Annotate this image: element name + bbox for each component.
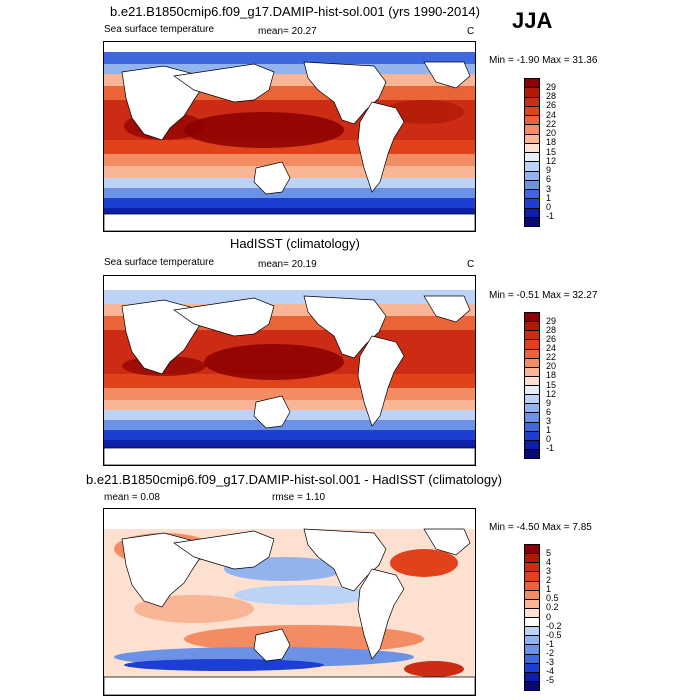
panel-3-map bbox=[103, 508, 476, 696]
panel-1-mean: mean= 20.27 bbox=[258, 26, 317, 37]
colorbar-label: -0.2 bbox=[546, 620, 562, 631]
colorbar-label: 22 bbox=[546, 118, 557, 129]
colorbar-label: 4 bbox=[546, 556, 552, 567]
panel-1-units: C bbox=[467, 26, 475, 37]
colorbar-label: -3 bbox=[546, 657, 555, 668]
panel-1-minmax: Min = -1.90 Max = 31.36 bbox=[489, 55, 598, 66]
panel-3-colorbar: 5 4 3 2 1 0.5 0.2 0 -0.2 -0.5 -1 -2 -3 -4 -5 bbox=[524, 544, 562, 691]
colorbar-cell bbox=[524, 448, 540, 459]
colorbar-label: 0 bbox=[546, 434, 552, 445]
panel-2-title: HadISST (climatology) bbox=[230, 236, 360, 251]
colorbar-label: 5 bbox=[546, 547, 552, 558]
colorbar-cell bbox=[524, 680, 540, 691]
colorbar-label: 18 bbox=[546, 137, 557, 148]
colorbar-label: 9 bbox=[546, 165, 552, 175]
panel-2-map-svg bbox=[104, 276, 475, 465]
colorbar-label: 20 bbox=[546, 361, 557, 372]
colorbar-label: 24 bbox=[546, 109, 557, 120]
panel-2-minmax: Min = -0.51 Max = 32.27 bbox=[489, 290, 598, 301]
colorbar-label: 6 bbox=[546, 406, 552, 417]
colorbar-label: 6 bbox=[546, 174, 552, 185]
panel-3-minmax: Min = -4.50 Max = 7.85 bbox=[489, 522, 592, 533]
panel-2-variable: Sea surface temperature bbox=[104, 257, 215, 268]
colorbar-label: 24 bbox=[546, 343, 557, 353]
colorbar-label: -1 bbox=[546, 443, 555, 454]
colorbar-label: 3 bbox=[546, 183, 552, 194]
colorbar-label: 1 bbox=[546, 192, 552, 203]
colorbar-label: 26 bbox=[546, 333, 557, 344]
colorbar-label: 0.5 bbox=[546, 593, 559, 604]
colorbar-label: -0.5 bbox=[546, 629, 562, 640]
colorbar-label: 15 bbox=[546, 146, 557, 157]
colorbar-label: -1 bbox=[546, 638, 555, 649]
panel-1-title: b.e21.B1850cmip6.f09_g17.DAMIP-hist-sol.… bbox=[110, 4, 480, 19]
colorbar-label: 0 bbox=[546, 202, 552, 212]
panel-2-units: C bbox=[467, 259, 475, 270]
colorbar-label: 29 bbox=[546, 315, 557, 326]
colorbar-label: 12 bbox=[546, 388, 557, 399]
colorbar-label: 9 bbox=[546, 397, 552, 408]
panel-3-rmse: rmse = 1.10 bbox=[272, 492, 326, 503]
panel-3-map-svg bbox=[104, 509, 475, 695]
colorbar-label: -5 bbox=[546, 675, 555, 686]
colorbar-label: -1 bbox=[546, 211, 555, 222]
colorbar-label: 18 bbox=[546, 370, 557, 381]
colorbar-label: 15 bbox=[546, 379, 557, 390]
colorbar-label: 3 bbox=[546, 416, 552, 426]
colorbar-label: 26 bbox=[546, 100, 557, 111]
colorbar-label: 20 bbox=[546, 128, 557, 138]
panel-1-map bbox=[103, 41, 476, 232]
colorbar-cell bbox=[524, 216, 540, 227]
colorbar-label: 22 bbox=[546, 352, 557, 363]
colorbar-label: 12 bbox=[546, 155, 557, 166]
colorbar-label: 29 bbox=[546, 81, 557, 92]
colorbar-label: 28 bbox=[546, 91, 557, 101]
colorbar-label: 28 bbox=[546, 324, 557, 335]
colorbar-label: 0 bbox=[546, 611, 552, 622]
colorbar-label: 3 bbox=[546, 565, 552, 576]
panel-3-mean: mean = 0.08 bbox=[104, 492, 160, 503]
panel-2-map bbox=[103, 275, 476, 466]
panel-3-title: b.e21.B1850cmip6.f09_g17.DAMIP-hist-sol.… bbox=[86, 472, 502, 487]
panel-1-colorbar: 29 28 26 24 22 20 18 15 12 9 6 3 1 0 -1 bbox=[524, 78, 556, 227]
panel-2-colorbar: 29 28 26 24 22 20 18 15 12 9 6 3 1 0 -1 bbox=[524, 312, 556, 459]
panel-1-variable: Sea surface temperature bbox=[104, 24, 215, 35]
colorbar-label: -4 bbox=[546, 666, 555, 677]
panel-2-mean: mean= 20.19 bbox=[258, 259, 317, 270]
colorbar-label: 1 bbox=[546, 425, 552, 436]
colorbar-label: 2 bbox=[546, 575, 552, 585]
colorbar-label: -2 bbox=[546, 648, 555, 658]
panel-1-map-svg bbox=[104, 42, 475, 231]
colorbar-label: 1 bbox=[546, 584, 552, 595]
season-label: JJA bbox=[512, 8, 553, 33]
colorbar-label: 0.2 bbox=[546, 602, 559, 613]
